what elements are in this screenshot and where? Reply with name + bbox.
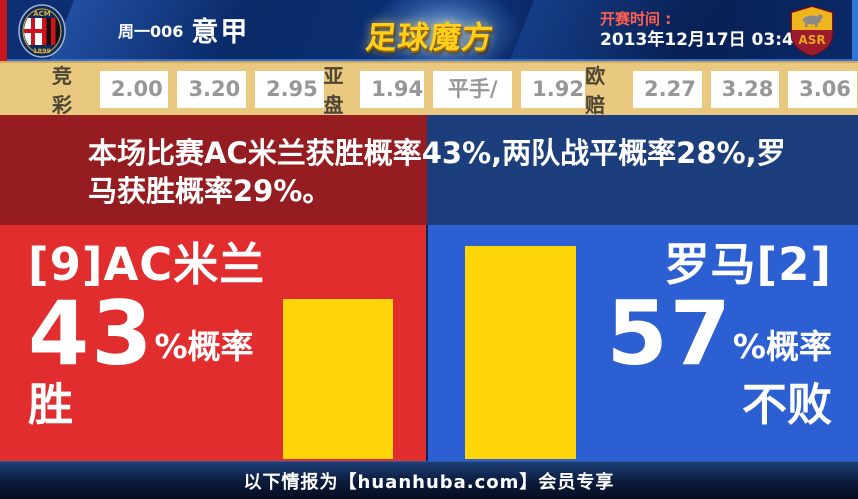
oupei-odds-group: 欧赔 2.27 3.28 3.06 xyxy=(585,60,857,118)
yapan-odds-group: 亚盘 1.94 平手/半球 1.92 xyxy=(323,60,586,138)
footer-bar: 以下情报为【huanhuba.com】会员专享 xyxy=(0,461,858,499)
yapan-away-odds: 1.92 xyxy=(521,70,586,108)
yapan-handicap: 平手/半球 xyxy=(433,70,513,138)
summary-band-red-half xyxy=(0,115,427,225)
home-probability-bar xyxy=(283,299,393,459)
oupei-label: 欧赔 xyxy=(585,64,606,117)
jingcai-away-odds: 2.95 xyxy=(254,70,324,108)
svg-text:ACM: ACM xyxy=(33,10,51,18)
jingcai-home-odds: 2.00 xyxy=(99,70,169,108)
home-win-percent: 43 xyxy=(28,282,155,385)
away-probability-bar xyxy=(465,246,576,459)
svg-text:1899: 1899 xyxy=(33,47,52,55)
away-percent-row: 57 %概率 xyxy=(606,282,832,385)
probability-summary-text: 本场比赛AC米兰获胜概率43%,两队战平概率28%,罗马获胜概率29%。 xyxy=(88,136,786,208)
away-outcome-label: 不败 xyxy=(741,378,832,431)
oupei-draw-odds: 3.28 xyxy=(710,70,780,108)
home-team-block: [9]AC米兰 43 %概率 胜 xyxy=(28,237,265,435)
yapan-home-odds: 1.94 xyxy=(360,70,425,108)
away-percent-suffix: %概率 xyxy=(732,327,832,366)
match-label: 周一006 意甲 xyxy=(118,0,249,59)
summary-band-blue-half xyxy=(427,115,858,225)
away-team-name: 罗马[2] xyxy=(664,238,832,291)
jingcai-draw-odds: 3.20 xyxy=(177,70,246,108)
ac-milan-crest-icon: ACM 1899 xyxy=(16,4,68,62)
left-red-edge-stripe xyxy=(0,0,7,61)
home-outcome-label: 胜 xyxy=(28,378,74,431)
probability-summary-band: 本场比赛AC米兰获胜概率43%,两队战平概率28%,罗马获胜概率29%。 xyxy=(0,115,858,225)
footer-membership-text: 以下情报为【huanhuba.com】会员专享 xyxy=(243,471,615,493)
match-code: 周一006 xyxy=(118,21,184,41)
as-roma-crest-icon: ASR xyxy=(788,4,836,62)
jingcai-label: 竞彩 xyxy=(52,64,72,117)
odds-bar: 竞彩 2.00 3.20 2.95 亚盘 1.94 平手/半球 1.92 欧赔 … xyxy=(0,60,858,138)
oupei-home-odds: 2.27 xyxy=(633,70,702,108)
prediction-panels: [9]AC米兰 43 %概率 胜 罗马[2] 57 %概率 不败 xyxy=(0,225,858,461)
home-percent-row: 43 %概率 xyxy=(28,282,265,385)
panel-divider xyxy=(426,225,428,461)
home-team-name: [9]AC米兰 xyxy=(28,238,266,291)
right-blue-edge-stripe xyxy=(852,0,858,61)
kickoff-time-block: 开赛时间 : 2013年12月17日 03:44 xyxy=(600,9,806,51)
home-percent-suffix: %概率 xyxy=(154,327,254,366)
oupei-away-odds: 3.06 xyxy=(788,70,857,108)
header: ACM 1899 周一006 意甲 足球魔方 开赛时间 : 2013年12月17… xyxy=(0,0,858,96)
svg-text:ASR: ASR xyxy=(798,33,825,47)
away-team-block: 罗马[2] 57 %概率 不败 xyxy=(606,237,832,435)
jingcai-odds-group: 竞彩 2.00 3.20 2.95 xyxy=(52,60,324,118)
kickoff-label: 开赛时间 : xyxy=(600,10,672,28)
site-logo: 足球魔方 xyxy=(363,20,496,56)
yapan-label: 亚盘 xyxy=(323,64,344,117)
away-unbeaten-percent: 57 xyxy=(606,282,733,385)
league-name: 意甲 xyxy=(191,17,250,48)
kickoff-time: 2013年12月17日 03:44 xyxy=(600,30,806,50)
